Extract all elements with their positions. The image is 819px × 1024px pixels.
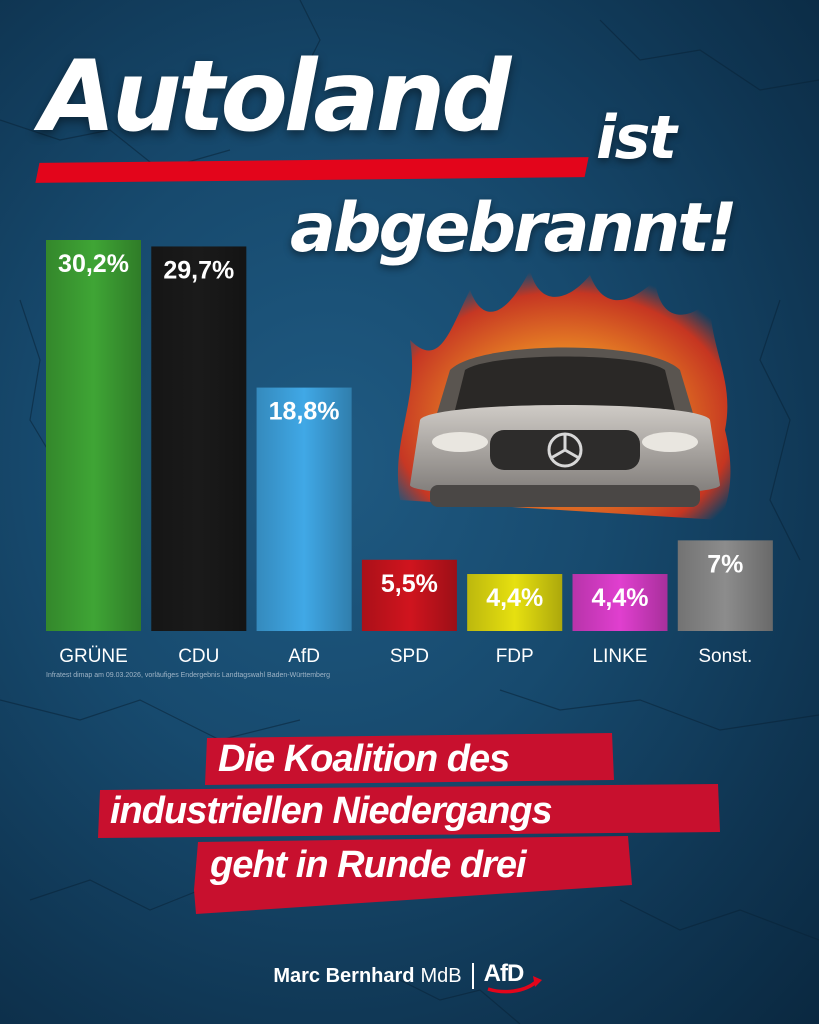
category-label-2: AfD	[288, 646, 320, 667]
headline-ist: ist	[596, 103, 677, 173]
bar-value-label-6: 7%	[707, 550, 743, 578]
author-title: MdB	[420, 964, 462, 987]
category-label-4: FDP	[496, 646, 534, 667]
afd-logo: AfD	[484, 958, 546, 994]
afd-logo-arrow-icon	[487, 976, 542, 994]
bar-shading-6	[677, 540, 773, 631]
subtitle-line-3: geht in Runde drei	[210, 844, 527, 886]
afd-logo-text: AfD	[483, 960, 525, 987]
bar-value-label-3: 5,5%	[381, 570, 438, 598]
source-note: Infratest dimap am 09.03.2026, vorläufig…	[46, 672, 331, 679]
bar-shading-5	[572, 574, 668, 631]
footer: Marc Bernhard MdB AfD	[0, 958, 819, 994]
footer-divider	[471, 963, 474, 989]
category-label-5: LINKE	[593, 646, 648, 667]
bar-shading-1	[151, 246, 247, 631]
subtitle-line-1: Die Koalition des	[218, 738, 510, 780]
bar-value-label-1: 29,7%	[163, 256, 234, 284]
bar-shading-4	[467, 574, 563, 631]
burning-car-illustration	[397, 270, 731, 520]
bar-value-label-4: 4,4%	[486, 584, 543, 612]
category-label-1: CDU	[178, 646, 219, 667]
subtitle-line-2: industriellen Niedergangs	[110, 790, 553, 832]
bar-value-label-5: 4,4%	[592, 584, 649, 612]
headline-abgebrannt: abgebrannt!	[290, 189, 738, 268]
election-bar-chart: 30,2% GRÜNE 29,7% CDU 18,8% AfD 5,5% SPD 4,4% FDP…	[46, 240, 773, 667]
bar-value-label-2: 18,8%	[269, 398, 340, 426]
author-name: Marc Bernhard	[273, 964, 415, 987]
bar-shading-0	[46, 240, 141, 631]
category-label-6: Sonst.	[698, 646, 752, 667]
headline-autoland: Autoland	[40, 40, 511, 154]
category-label-0: GRÜNE	[59, 646, 128, 667]
category-label-3: SPD	[390, 646, 429, 667]
bar-value-label-0: 30,2%	[58, 250, 129, 278]
bar-shading-2	[256, 387, 352, 631]
bar-shading-3	[361, 559, 457, 631]
